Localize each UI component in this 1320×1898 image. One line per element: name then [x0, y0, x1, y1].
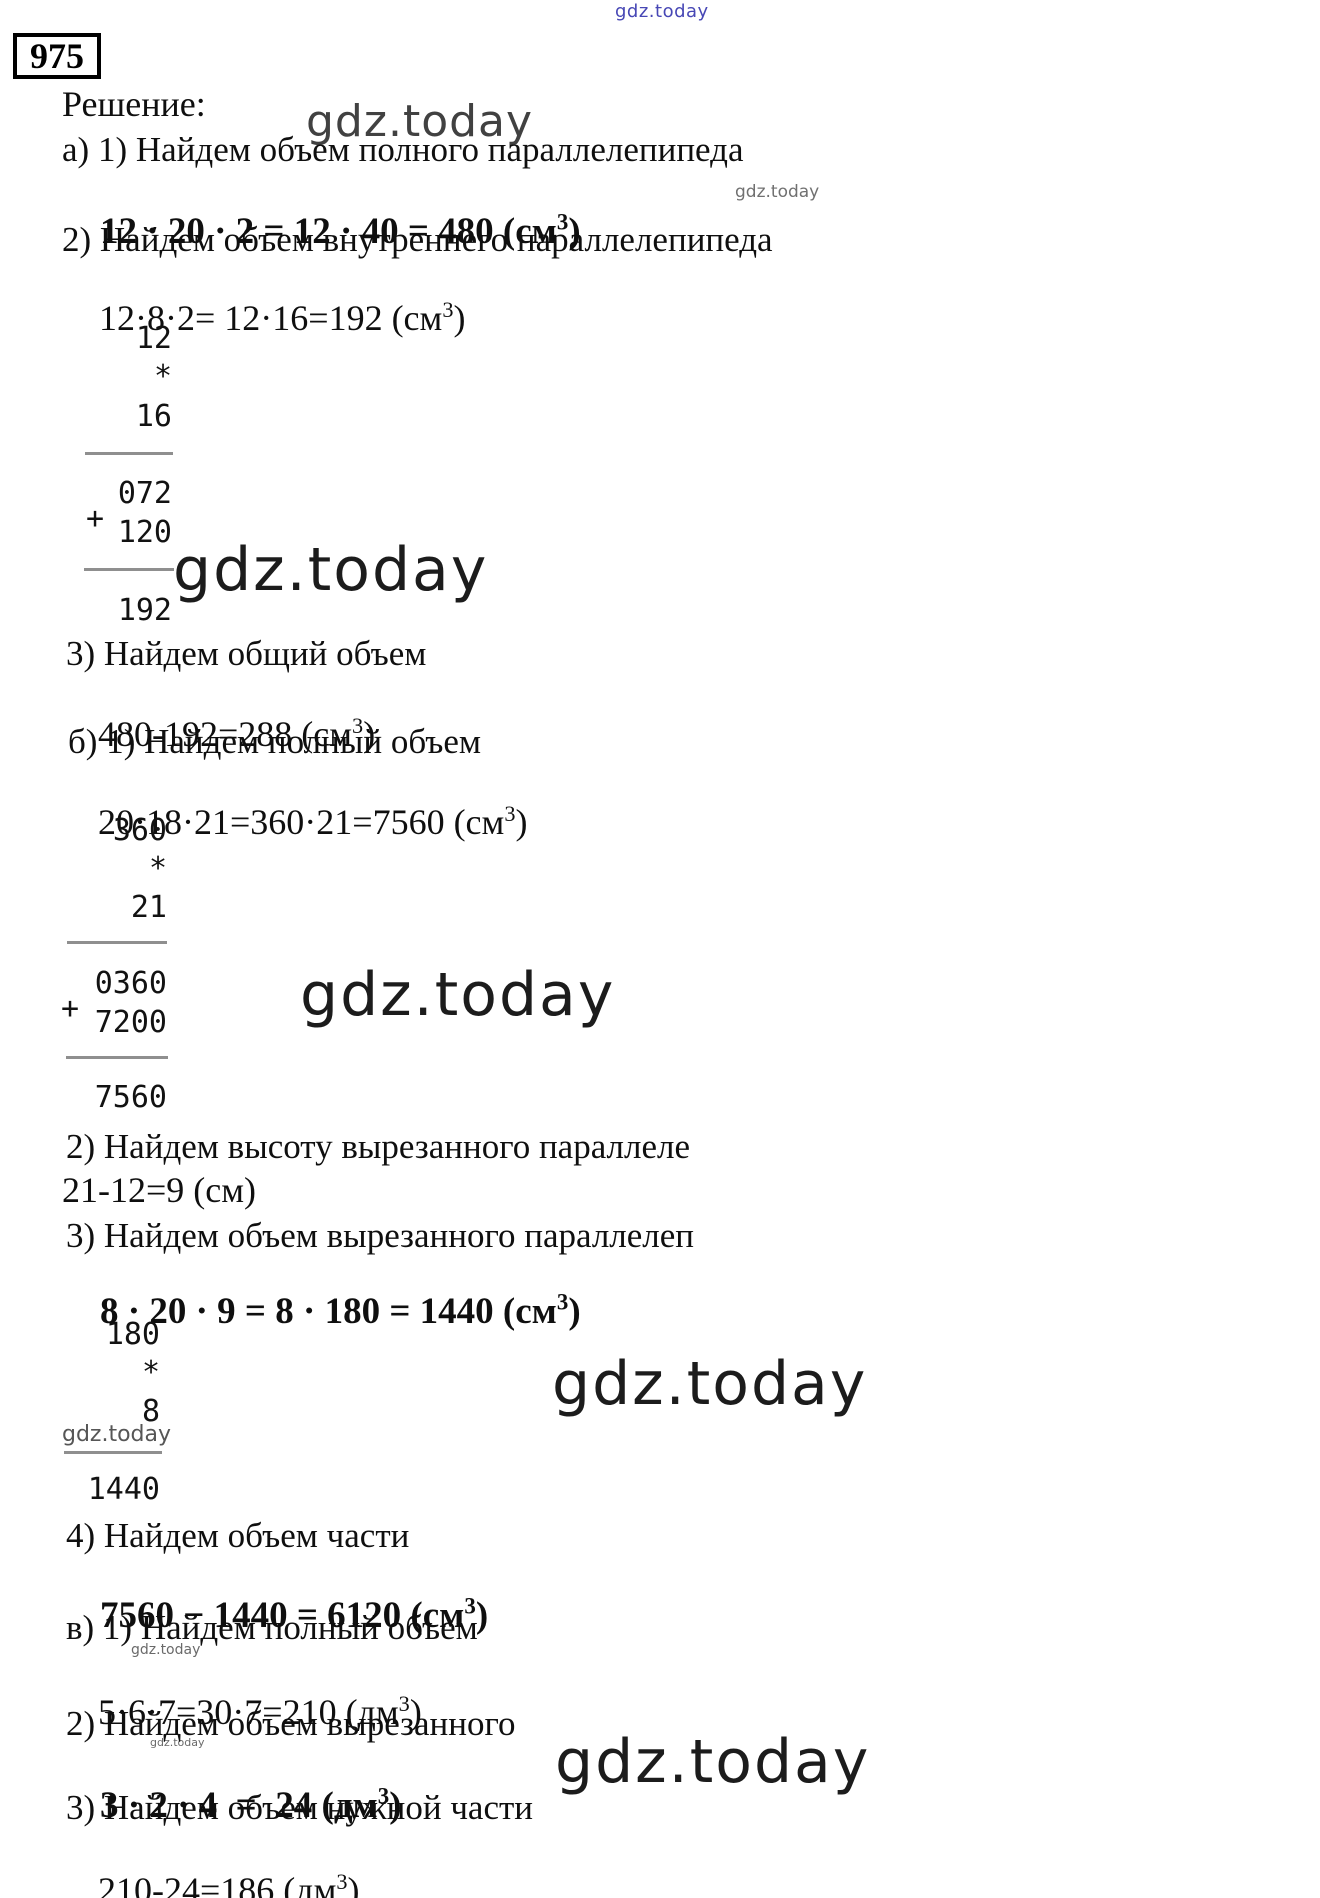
watermark-large-2: gdz.today: [300, 960, 616, 1030]
formula-a2-main: 12·8·2= 12·16=192 (см: [99, 297, 443, 338]
mult-a-rule-1: [85, 452, 173, 455]
formula-b4-tail: ): [475, 1594, 489, 1636]
formula-b4: 7560 − 1440 = 6120 (см3): [63, 1558, 488, 1675]
formula-a3-main: 480-192=288 (см: [98, 713, 353, 754]
watermark-column-small: gdz.today: [62, 1422, 172, 1447]
mult-b-partial-2: 7200: [94, 1005, 167, 1040]
sup-3: 3: [377, 1783, 390, 1809]
watermark-tiny-1: gdz.today: [131, 1642, 201, 1658]
formula-v1-tail: ): [409, 1691, 422, 1732]
mult-b-plus-sign: +: [61, 991, 80, 1026]
sup-3: 3: [352, 712, 364, 738]
step-a3-label: 3) Найдем общий объем: [66, 634, 427, 673]
step-b3-label: 3) Найдем объем вырезанного параллелеп: [66, 1216, 695, 1255]
problem-number: 975: [30, 36, 84, 76]
step-b2-label: 2) Найдем высоту вырезанного параллеле: [66, 1127, 691, 1166]
watermark-large-3: gdz.today: [552, 1349, 868, 1419]
formula-b1: 20·18·21=360·21=7560 (см3): [62, 766, 527, 879]
watermark-tiny-2: gdz.today: [150, 1736, 205, 1749]
formula-v2-main: 3 · 2 · 4 = 24 (дм: [100, 1784, 378, 1826]
formula-b2: 21-12=9 (см): [62, 1170, 257, 1210]
sup-3: 3: [398, 1690, 410, 1716]
formula-a1: 12 · 20 · 2 = 12 · 40 = 480 (см3): [63, 174, 581, 291]
watermark-right-small: gdz.today: [735, 182, 820, 202]
mult-a-factor-2: 16: [135, 399, 172, 434]
mult-b-partial-1: 0360: [94, 966, 167, 1001]
step-v2-label: 2) Найдем объем вырезанного: [66, 1704, 516, 1743]
solution-label: Решение:: [62, 84, 206, 124]
formula-b4-main: 7560 − 1440 = 6120 (см: [100, 1594, 465, 1636]
formula-v3-main: 210-24=186 (дм: [98, 1869, 337, 1898]
formula-v2-tail: ): [389, 1784, 402, 1826]
watermark-top-blue: gdz.today: [615, 1, 709, 22]
formula-a3: 480-192=288 (см3): [62, 678, 375, 791]
sup-3: 3: [464, 1593, 476, 1619]
formula-v3-tail: ): [347, 1869, 360, 1898]
formula-b1-tail: ): [515, 801, 528, 842]
mult-a-result: 192: [117, 593, 172, 628]
watermark-large-1: gdz.today: [173, 535, 489, 605]
mult-a-factor-1: 12: [135, 321, 172, 356]
mult-b-result: 7560: [94, 1080, 167, 1115]
step-b1-label: б) 1) Найдем полный объем: [68, 722, 482, 761]
sup-3: 3: [442, 296, 454, 322]
step-a1-label: а) 1) Найдем объем полного параллелепипе…: [62, 130, 744, 169]
sup-3: 3: [556, 209, 569, 235]
formula-b3-tail: ): [568, 1290, 581, 1332]
step-v3-label: 3) Найдем объем нужной части: [66, 1788, 534, 1827]
watermark-large-4: gdz.today: [555, 1727, 871, 1797]
mult-b-factor-2: 21: [130, 890, 167, 925]
step-v1-label: в) 1) Найдем полный объем: [66, 1608, 478, 1647]
sup-3: 3: [556, 1289, 569, 1315]
formula-a1-tail: ): [568, 210, 581, 252]
mult-a-partial-2: 120: [117, 515, 172, 550]
mult-b-rule-2: [66, 1056, 168, 1059]
formula-v1-main: 5·6·7=30·7=210 (дм: [98, 1691, 399, 1732]
step-a2-label: 2) Найдем объем внутреннего параллелепип…: [62, 220, 773, 259]
mult-a-partial-1: 072: [117, 476, 172, 511]
formula-a2: 12·8·2= 12·16=192 (см3): [63, 262, 465, 375]
formula-a1-main: 12 · 20 · 2 = 12 · 40 = 480 (см: [100, 210, 557, 252]
formula-b3: 8 · 20 · 9 = 8 · 180 = 1440 (см3): [63, 1254, 581, 1371]
formula-b1-main: 20·18·21=360·21=7560 (см: [98, 801, 505, 842]
watermark-header: gdz.today: [306, 96, 534, 147]
mult-b-rule-1: [67, 941, 167, 944]
step-b4-label: 4) Найдем объем части: [66, 1516, 410, 1555]
formula-b3-main: 8 · 20 · 9 = 8 · 180 = 1440 (см: [100, 1290, 557, 1332]
mult-c-result: 1440: [87, 1472, 160, 1507]
formula-a3-tail: ): [363, 713, 376, 754]
mult-c-rule: [64, 1451, 162, 1454]
formula-a2-tail: ): [453, 297, 466, 338]
mult-c-factor-2: 8: [141, 1394, 160, 1429]
mult-a-rule-2: [84, 568, 174, 571]
mult-a-operator: *: [153, 359, 172, 394]
problem-number-box: 975: [13, 33, 101, 79]
mult-b-operator: *: [148, 851, 167, 886]
formula-v1: 5·6·7=30·7=210 (дм3): [62, 1656, 422, 1769]
formula-v2: 3 · 2 · 4 = 24 (дм3): [63, 1748, 402, 1865]
mult-a-plus-sign: +: [86, 501, 105, 536]
formula-v3: 210-24=186 (дм3): [62, 1834, 360, 1898]
mult-c-operator: *: [141, 1355, 160, 1390]
sup-3: 3: [504, 800, 516, 826]
mult-c-factor-1: 180: [105, 1317, 160, 1352]
sup-3: 3: [336, 1868, 348, 1894]
mult-b-factor-1: 360: [112, 813, 167, 848]
